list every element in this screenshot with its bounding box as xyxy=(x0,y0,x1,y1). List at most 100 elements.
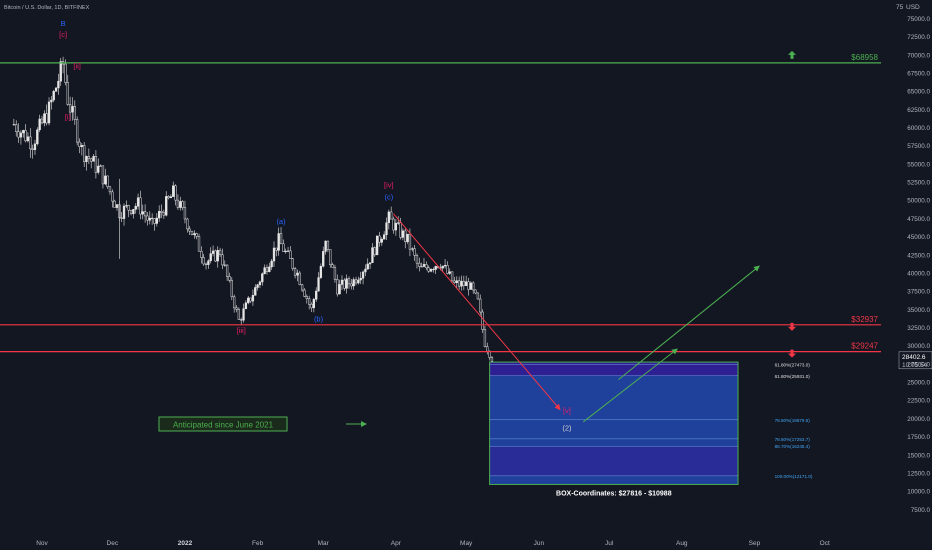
candle-body xyxy=(202,257,205,265)
candle-body xyxy=(71,106,74,113)
candle-body xyxy=(54,87,58,92)
candle-body xyxy=(148,217,151,221)
candle-body xyxy=(129,210,133,215)
candle-body xyxy=(141,211,144,215)
candle-body xyxy=(368,262,372,265)
projection-arrow[interactable] xyxy=(393,213,561,411)
candle-body xyxy=(340,279,344,285)
candle-body xyxy=(490,357,494,362)
x-tick-label: Aug xyxy=(676,540,688,547)
candle-body xyxy=(179,201,182,208)
y-tick-label: 32500.0 xyxy=(907,325,930,332)
projection-arrow[interactable] xyxy=(583,348,678,423)
symbol-title: Bitcoin / U.S. Dollar, 1D, BITFINEX xyxy=(4,5,90,11)
y-tick-label: 70000.0 xyxy=(907,52,930,59)
candle-body xyxy=(134,205,137,210)
candle-body xyxy=(225,264,229,277)
x-tick-label: May xyxy=(460,540,473,547)
box-band xyxy=(489,362,739,376)
candle-body xyxy=(474,289,477,294)
candle-body xyxy=(195,233,198,237)
candle-body xyxy=(181,201,184,208)
candle-body xyxy=(467,281,470,290)
candle-body xyxy=(476,292,480,300)
y-tick-label: 27500.0 xyxy=(907,361,930,368)
candle-body xyxy=(59,61,62,82)
y-tick-label: 57500.0 xyxy=(907,143,930,150)
candle-body xyxy=(73,106,76,120)
fib-box[interactable]: 61.80%(27473.0) 61.80%(25931.0) 78.60%(198… xyxy=(489,361,813,497)
candle-body xyxy=(87,156,91,160)
y-tick-label: 17500.0 xyxy=(907,434,930,441)
wave-label: [iv] xyxy=(384,181,394,190)
candle-body xyxy=(165,196,168,216)
candle-body xyxy=(24,130,27,142)
candle-body xyxy=(155,217,158,224)
candle-body xyxy=(291,258,294,269)
price-axis[interactable]: 75000.0 72500.0 70000.0 67500.0 65000.0 62500… xyxy=(907,16,930,514)
candle-body xyxy=(483,329,487,347)
candle-body xyxy=(375,235,379,256)
arrow-down-icon xyxy=(788,349,796,358)
y-tick-label: 52500.0 xyxy=(907,180,930,187)
candle-body xyxy=(324,240,327,252)
candle-body xyxy=(392,218,395,231)
annotation: Anticipated since June 2021 xyxy=(158,416,367,432)
candle-body xyxy=(249,297,252,302)
candle-body xyxy=(183,207,187,220)
candle-body xyxy=(101,165,105,185)
wave-label: (c) xyxy=(384,192,393,201)
candle-body xyxy=(481,311,484,330)
annotation-text: Anticipated since June 2021 xyxy=(173,421,274,430)
candle-body xyxy=(223,264,226,266)
candle-body xyxy=(399,222,402,238)
fib-label: 78.60%(19879.5) xyxy=(775,418,811,423)
candle-body xyxy=(38,118,41,131)
level-label: $29247 xyxy=(851,342,878,351)
candle-body xyxy=(216,250,219,262)
wave-label: [ii] xyxy=(73,61,81,70)
candle-body xyxy=(333,267,337,280)
candle-body xyxy=(242,308,245,321)
candle-body xyxy=(373,247,376,256)
candle-body xyxy=(326,240,330,250)
candle-body xyxy=(188,228,191,232)
time-axis[interactable]: Nov Dec 2022 Feb Mar Apr May Jun Jul Aug Sep Oct xyxy=(36,540,830,547)
wave-label: (2) xyxy=(562,424,572,433)
level-label: $68958 xyxy=(851,53,878,62)
candle-body xyxy=(251,295,255,302)
projection-arrows[interactable] xyxy=(393,213,760,423)
candle-body xyxy=(453,280,456,283)
candle-body xyxy=(111,191,114,202)
wave-label: (a) xyxy=(276,217,286,226)
candle-body xyxy=(427,267,430,272)
y-tick-label: 37500.0 xyxy=(907,289,930,296)
candle-body xyxy=(422,264,426,267)
candle-body xyxy=(446,265,449,274)
candle-body xyxy=(305,296,308,299)
horizontal-levels[interactable]: $68958 $32937 $29247 28402.610:05:54 xyxy=(0,50,932,370)
candle-body xyxy=(401,230,405,238)
candle-body xyxy=(228,276,231,281)
candle-body xyxy=(211,250,215,254)
candle-body xyxy=(237,309,241,320)
candle-body xyxy=(45,113,48,124)
y-tick-label: 25000.0 xyxy=(907,380,930,387)
candle-body xyxy=(420,266,423,268)
arrow-up-icon xyxy=(788,50,796,59)
candle-body xyxy=(160,211,163,213)
level-label: $32937 xyxy=(851,315,878,324)
candle-body xyxy=(197,236,201,252)
candle-body xyxy=(122,205,126,219)
candle-body xyxy=(361,271,365,279)
candle-body xyxy=(143,211,147,217)
candle-body xyxy=(43,113,46,124)
candle-body xyxy=(254,287,257,296)
candle-body xyxy=(270,260,273,268)
wave-label: [i] xyxy=(65,112,71,121)
candle-body xyxy=(99,165,102,167)
candle-body xyxy=(17,131,20,138)
projection-arrow[interactable] xyxy=(618,265,760,381)
candle-body xyxy=(296,272,299,276)
